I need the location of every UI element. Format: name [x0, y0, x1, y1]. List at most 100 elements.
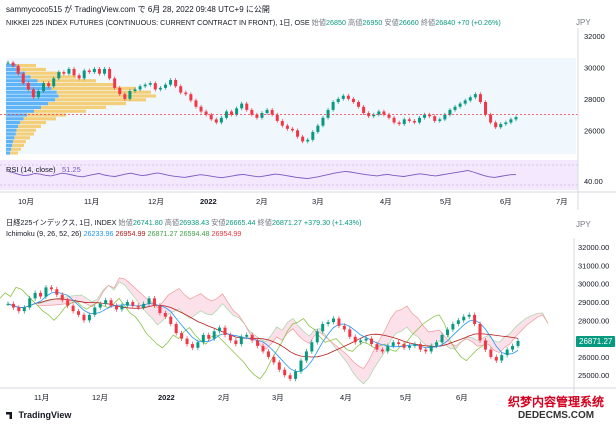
- volume-profile-down: [44, 83, 116, 87]
- chart2-open-label: 始値: [118, 218, 133, 227]
- candle-body: [230, 111, 234, 115]
- candle-body: [321, 323, 325, 332]
- rsi-line: [7, 170, 517, 180]
- candle-body: [57, 72, 61, 79]
- candle-body: [97, 68, 101, 74]
- volume-profile-down: [58, 94, 156, 98]
- candle-body: [341, 95, 345, 99]
- cloud-fill: [38, 277, 548, 384]
- volume-profile-up: [6, 113, 27, 117]
- candle-body: [280, 120, 284, 126]
- chart1-xtick-label: 5月: [440, 197, 452, 206]
- chart1-high: 26950: [362, 18, 383, 27]
- candle-body: [240, 103, 244, 109]
- candle-body: [72, 68, 76, 76]
- candle-body: [33, 292, 37, 299]
- candle-body: [128, 91, 132, 99]
- candle-body: [174, 79, 178, 87]
- candle-body: [504, 122, 508, 125]
- candle-body: [209, 114, 213, 120]
- candle-body: [109, 300, 113, 306]
- volume-profile-up: [6, 71, 26, 75]
- site-watermark: 织梦内容管理系统 DEDECMS.COM: [508, 393, 604, 421]
- candle-body: [92, 68, 96, 73]
- rsi-tick: 40.00: [584, 177, 603, 186]
- candle-body: [391, 342, 395, 346]
- candle-body: [342, 325, 346, 330]
- candle-body: [245, 334, 249, 337]
- candle-body: [255, 114, 259, 118]
- volume-profile-down: [12, 143, 24, 147]
- candle-body: [290, 128, 294, 131]
- candle-body: [489, 349, 493, 357]
- volume-profile-down: [27, 113, 66, 117]
- watermark-line2: DEDECMS.COM: [517, 410, 595, 421]
- chart1-x-axis: 10月 11月 12月 2022 2月 3月 4月 5月 6月 7月: [18, 197, 568, 206]
- volume-profile-down: [23, 117, 56, 121]
- volume-profile-down: [20, 67, 46, 71]
- chart2-xtick-label: 12月: [92, 393, 108, 402]
- tradingview-logo[interactable]: TradingView: [6, 410, 71, 420]
- candle-body: [180, 333, 184, 339]
- volume-profile-down: [30, 75, 76, 79]
- volume-profile-up: [6, 143, 13, 147]
- candle-body: [337, 318, 341, 326]
- candle-body: [82, 70, 86, 79]
- chart2-ytick-label: 28000.00: [578, 316, 609, 325]
- candle-body: [196, 342, 200, 348]
- candle-body: [413, 344, 417, 346]
- candle-body: [104, 300, 108, 304]
- candle-body: [456, 320, 460, 324]
- candle-body: [500, 355, 504, 361]
- candle-body: [435, 342, 439, 346]
- candle-body: [478, 323, 482, 341]
- chart1-low-label: 安値: [384, 18, 399, 27]
- candle-body: [516, 340, 520, 346]
- chart1-title: NIKKEI 225 INDEX FUTURES (CONTINUOUS: CU…: [6, 18, 310, 27]
- candle-body: [42, 83, 46, 91]
- candle-body: [136, 305, 140, 308]
- candle-body: [299, 360, 303, 372]
- candle-body: [123, 94, 127, 99]
- chart1-currency: JPY: [576, 18, 591, 27]
- candle-body: [62, 72, 66, 74]
- chart1-svg[interactable]: 32000 30000 28000 26000 RSI (14, close) 51.…: [0, 28, 616, 210]
- candle-body: [82, 314, 86, 321]
- volume-profile-up: [6, 105, 41, 109]
- chart2-svg[interactable]: 32000.00 31000.00 30000.00 29000.00 28000.00…: [0, 238, 616, 406]
- candle-body: [387, 114, 391, 118]
- candle-body: [47, 83, 51, 87]
- candle-body: [265, 109, 269, 114]
- chart1-xtick-label: 10月: [18, 197, 34, 206]
- volume-profile-up: [6, 117, 24, 121]
- volume-profile-down: [18, 124, 41, 128]
- candle-body: [440, 334, 444, 343]
- candle-body: [285, 125, 289, 129]
- candle-body: [174, 323, 178, 334]
- candle-body: [364, 338, 368, 341]
- candle-body: [169, 316, 173, 324]
- candle-body: [245, 103, 249, 110]
- chart1-xtick-label: 7月: [556, 197, 568, 206]
- rsi-value: 51.25: [62, 165, 81, 174]
- candle-body: [407, 119, 411, 121]
- candle-body: [256, 340, 260, 346]
- candle-body: [377, 111, 381, 115]
- candle-body: [223, 327, 227, 335]
- candle-body: [353, 336, 357, 343]
- chart2-low: 26665.44: [225, 218, 256, 227]
- candle-body: [288, 375, 292, 379]
- ichimoku-v1: 26233.96: [83, 229, 114, 238]
- candle-body: [270, 109, 274, 115]
- volume-profile-down: [20, 121, 46, 125]
- candle-body: [438, 119, 442, 121]
- candle-body: [260, 113, 264, 118]
- volume-profile-up: [6, 121, 20, 125]
- candle-body: [199, 106, 203, 112]
- candle-body: [424, 349, 428, 352]
- candle-body: [484, 102, 488, 115]
- candle-body: [362, 106, 366, 114]
- volume-profile-up: [6, 67, 20, 71]
- candle-body: [143, 84, 147, 87]
- ichimoku-label: Ichimoku (9, 26, 52, 26): [6, 229, 82, 238]
